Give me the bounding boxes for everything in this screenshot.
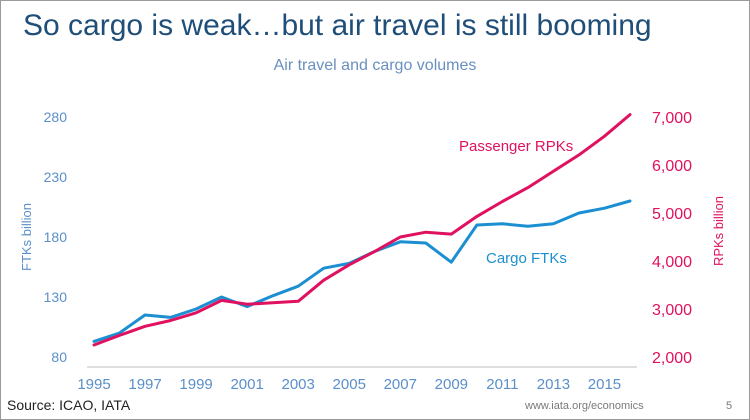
x-tick-label: 2011 bbox=[486, 376, 518, 393]
x-tick-label: 2003 bbox=[282, 376, 315, 393]
source-note: Source: ICAO, IATA bbox=[7, 397, 131, 413]
y-right-axis-title: RPKs billion bbox=[711, 196, 726, 266]
y-right-tick-label: 2,000 bbox=[652, 350, 692, 367]
x-tick-label: 1997 bbox=[128, 376, 161, 393]
y-right-tick-label: 3,000 bbox=[652, 302, 692, 319]
chart-title: Air travel and cargo volumes bbox=[273, 57, 477, 74]
y-left-tick-label: 280 bbox=[44, 109, 68, 125]
y-left-axis-title: FTKs billion bbox=[19, 203, 34, 271]
cargo-ftks-label: Cargo FTKs bbox=[486, 250, 567, 267]
series-layer bbox=[92, 113, 632, 347]
y-right-tick-label: 5,000 bbox=[652, 206, 692, 223]
x-tick-label: 2001 bbox=[230, 376, 263, 393]
x-tick-label: 2013 bbox=[537, 376, 570, 393]
y-left-tick-label: 80 bbox=[51, 349, 67, 365]
y-right-tick-label: 6,000 bbox=[652, 158, 692, 175]
page-number: 5 bbox=[726, 400, 733, 412]
slide-headline: So cargo is weak…but air travel is still… bbox=[23, 9, 652, 42]
x-tick-label: 2015 bbox=[588, 376, 621, 393]
y-right-tick-label: 7,000 bbox=[652, 110, 692, 127]
y-left-tick-label: 180 bbox=[44, 229, 68, 245]
passenger-rpks-line bbox=[92, 113, 632, 347]
x-tick-label: 1999 bbox=[179, 376, 212, 393]
y-right-tick-label: 4,000 bbox=[652, 254, 692, 271]
x-tick-label: 1995 bbox=[77, 376, 110, 393]
x-tick-label: 2009 bbox=[435, 376, 468, 393]
y-left-tick-label: 130 bbox=[44, 289, 68, 305]
x-tick-label: 2005 bbox=[333, 376, 366, 393]
passenger-rpks-label: Passenger RPKs bbox=[459, 138, 573, 155]
labels-layer: Cargo FTKs Passenger RPKs bbox=[459, 138, 573, 267]
axes-layer: 1995 1997 1999 2001 2003 2005 2007 2009 2011 2013… bbox=[19, 109, 726, 393]
y-left-tick-label: 230 bbox=[44, 169, 68, 185]
x-tick-label: 2007 bbox=[384, 376, 417, 393]
footer-url: www.iata.org/economics bbox=[525, 400, 644, 412]
